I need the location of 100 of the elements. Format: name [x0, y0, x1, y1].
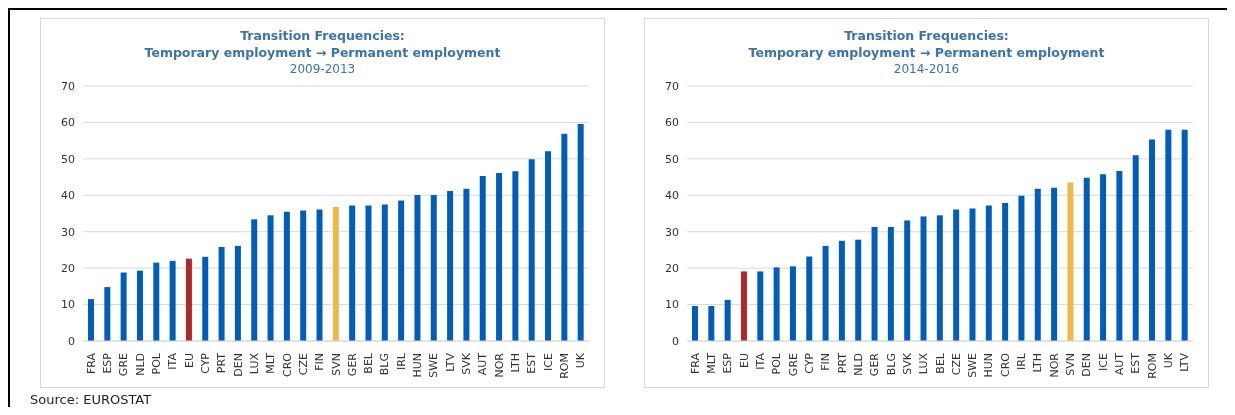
bar [740, 271, 747, 341]
bar [1181, 129, 1188, 341]
x-tick-label: NOR [492, 352, 506, 378]
bar [545, 151, 552, 341]
x-tick-label: LTH [509, 353, 523, 373]
bar [349, 205, 356, 341]
bar [300, 210, 307, 341]
x-tick-label: BEL [362, 352, 376, 374]
bar [1083, 177, 1090, 341]
bar [218, 247, 225, 341]
bar [904, 220, 911, 341]
y-tick-label: 60 [61, 116, 75, 130]
bar [120, 272, 127, 341]
x-tick-label: DEN [231, 353, 245, 377]
bar [561, 133, 568, 341]
x-tick-label: GRE [786, 352, 800, 377]
x-tick-label: ICE [541, 352, 555, 371]
x-tick-label: SVK [900, 352, 914, 375]
y-tick-label: 50 [61, 152, 75, 166]
bar [365, 205, 372, 341]
bar [855, 239, 862, 341]
x-tick-label: LTH [1031, 353, 1045, 373]
bar [838, 240, 845, 341]
y-tick-label: 30 [61, 225, 75, 239]
x-tick-label: CYP [802, 352, 816, 374]
y-tick-label: 0 [68, 334, 75, 348]
x-tick-label: FIN [313, 353, 327, 371]
bar [447, 190, 454, 341]
x-tick-label: MLT [264, 352, 278, 374]
x-tick-label: LUX [917, 352, 931, 375]
y-tick-label: 30 [665, 225, 679, 239]
x-tick-label: EU [182, 353, 196, 369]
bar [169, 260, 176, 341]
y-tick-label: 40 [665, 189, 679, 203]
bar [267, 215, 274, 341]
y-tick-label: 20 [61, 262, 75, 276]
x-tick-label: ITA [166, 352, 180, 370]
bar [822, 245, 829, 341]
bar [528, 159, 535, 341]
x-tick-label: BLG [884, 353, 898, 376]
chart-title: Transition Frequencies: Temporary employment → Permanent employment [747, 27, 1106, 61]
source-note: Source: EUROSTAT [30, 392, 152, 407]
x-tick-label: EST [525, 352, 539, 374]
x-tick-label: ROM [558, 353, 572, 379]
bar [773, 267, 780, 341]
x-tick-label: NOR [1047, 352, 1061, 378]
x-tick-label: ESP [100, 352, 114, 374]
x-tick-label: ITA [753, 352, 767, 370]
bar [332, 206, 339, 341]
x-tick-label: CYP [198, 352, 212, 374]
bar [398, 200, 405, 341]
x-tick-label: UK [1162, 352, 1176, 369]
y-tick-label: 40 [61, 189, 75, 203]
bar [381, 204, 388, 341]
bar [1002, 202, 1009, 341]
x-tick-label: LTV [1178, 352, 1192, 372]
bar [1051, 187, 1058, 341]
x-tick-label: AUT [1113, 352, 1127, 376]
bar [136, 270, 143, 341]
x-tick-label: BEL [933, 352, 947, 374]
bar [430, 194, 437, 341]
x-tick-label: GER [345, 352, 359, 377]
bar [251, 219, 258, 341]
chart-subtitle: 2009-2013 [288, 61, 357, 78]
x-tick-label: POL [770, 352, 784, 375]
bar [463, 188, 470, 341]
bar [1018, 195, 1025, 341]
bar [104, 287, 111, 341]
bar [692, 306, 698, 341]
y-tick-label: 20 [665, 262, 679, 276]
bar [806, 256, 813, 341]
bar [789, 266, 796, 341]
x-tick-label: POL [149, 352, 163, 375]
bar [936, 215, 943, 341]
x-tick-label: MLT [704, 352, 718, 374]
bar [920, 216, 927, 341]
bar [414, 194, 421, 341]
bar [202, 256, 209, 341]
bar [969, 208, 976, 341]
x-tick-label: CZE [296, 352, 310, 376]
x-tick-label: IRL [394, 352, 408, 371]
x-tick-label: BLG [378, 353, 392, 376]
bar [512, 171, 519, 341]
bar [479, 175, 486, 341]
bar [724, 299, 731, 341]
x-tick-label: SWE [966, 352, 980, 378]
x-tick-label: LTV [443, 352, 457, 372]
bar [887, 226, 894, 341]
y-tick-label: 0 [672, 334, 679, 348]
bar [234, 245, 241, 341]
x-tick-label: DEN [1080, 353, 1094, 377]
x-tick-label: GER [868, 352, 882, 377]
bar [1034, 188, 1041, 341]
chart-title: Transition Frequencies: Temporary employment → Permanent employment [143, 27, 502, 61]
bar [496, 173, 503, 341]
x-tick-label: AUT [476, 352, 490, 376]
y-tick-label: 70 [665, 79, 679, 93]
bar [185, 258, 192, 341]
bar [88, 299, 94, 341]
x-tick-label: FIN [819, 353, 833, 371]
